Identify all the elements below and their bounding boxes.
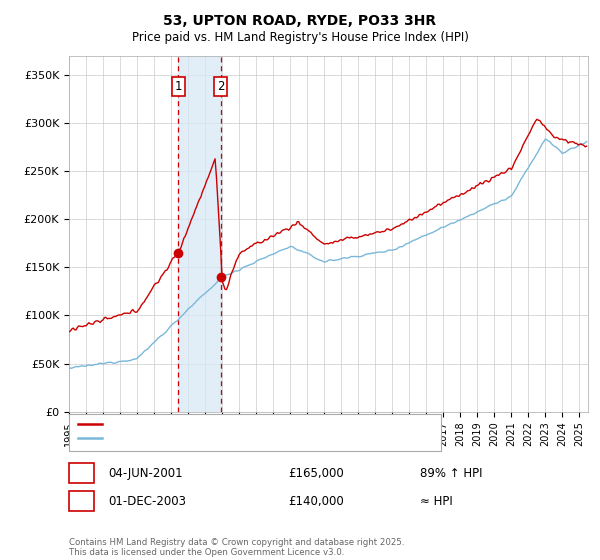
Text: Contains HM Land Registry data © Crown copyright and database right 2025.
This d: Contains HM Land Registry data © Crown c… (69, 538, 404, 557)
Text: ≈ HPI: ≈ HPI (420, 494, 453, 508)
Text: HPI: Average price, semi-detached house, Isle of Wight: HPI: Average price, semi-detached house,… (106, 433, 392, 444)
Text: Price paid vs. HM Land Registry's House Price Index (HPI): Price paid vs. HM Land Registry's House … (131, 31, 469, 44)
Text: 1: 1 (175, 80, 182, 94)
Text: 1: 1 (77, 466, 86, 480)
Text: 04-JUN-2001: 04-JUN-2001 (108, 466, 182, 480)
Text: 2: 2 (217, 80, 224, 94)
Text: 53, UPTON ROAD, RYDE, PO33 3HR (semi-detached house): 53, UPTON ROAD, RYDE, PO33 3HR (semi-det… (106, 419, 412, 430)
Text: 01-DEC-2003: 01-DEC-2003 (108, 494, 186, 508)
Text: £165,000: £165,000 (288, 466, 344, 480)
Text: 89% ↑ HPI: 89% ↑ HPI (420, 466, 482, 480)
Text: £140,000: £140,000 (288, 494, 344, 508)
Bar (178, 56, 221, 412)
Text: 53, UPTON ROAD, RYDE, PO33 3HR: 53, UPTON ROAD, RYDE, PO33 3HR (163, 14, 437, 28)
Text: 2: 2 (77, 494, 86, 508)
